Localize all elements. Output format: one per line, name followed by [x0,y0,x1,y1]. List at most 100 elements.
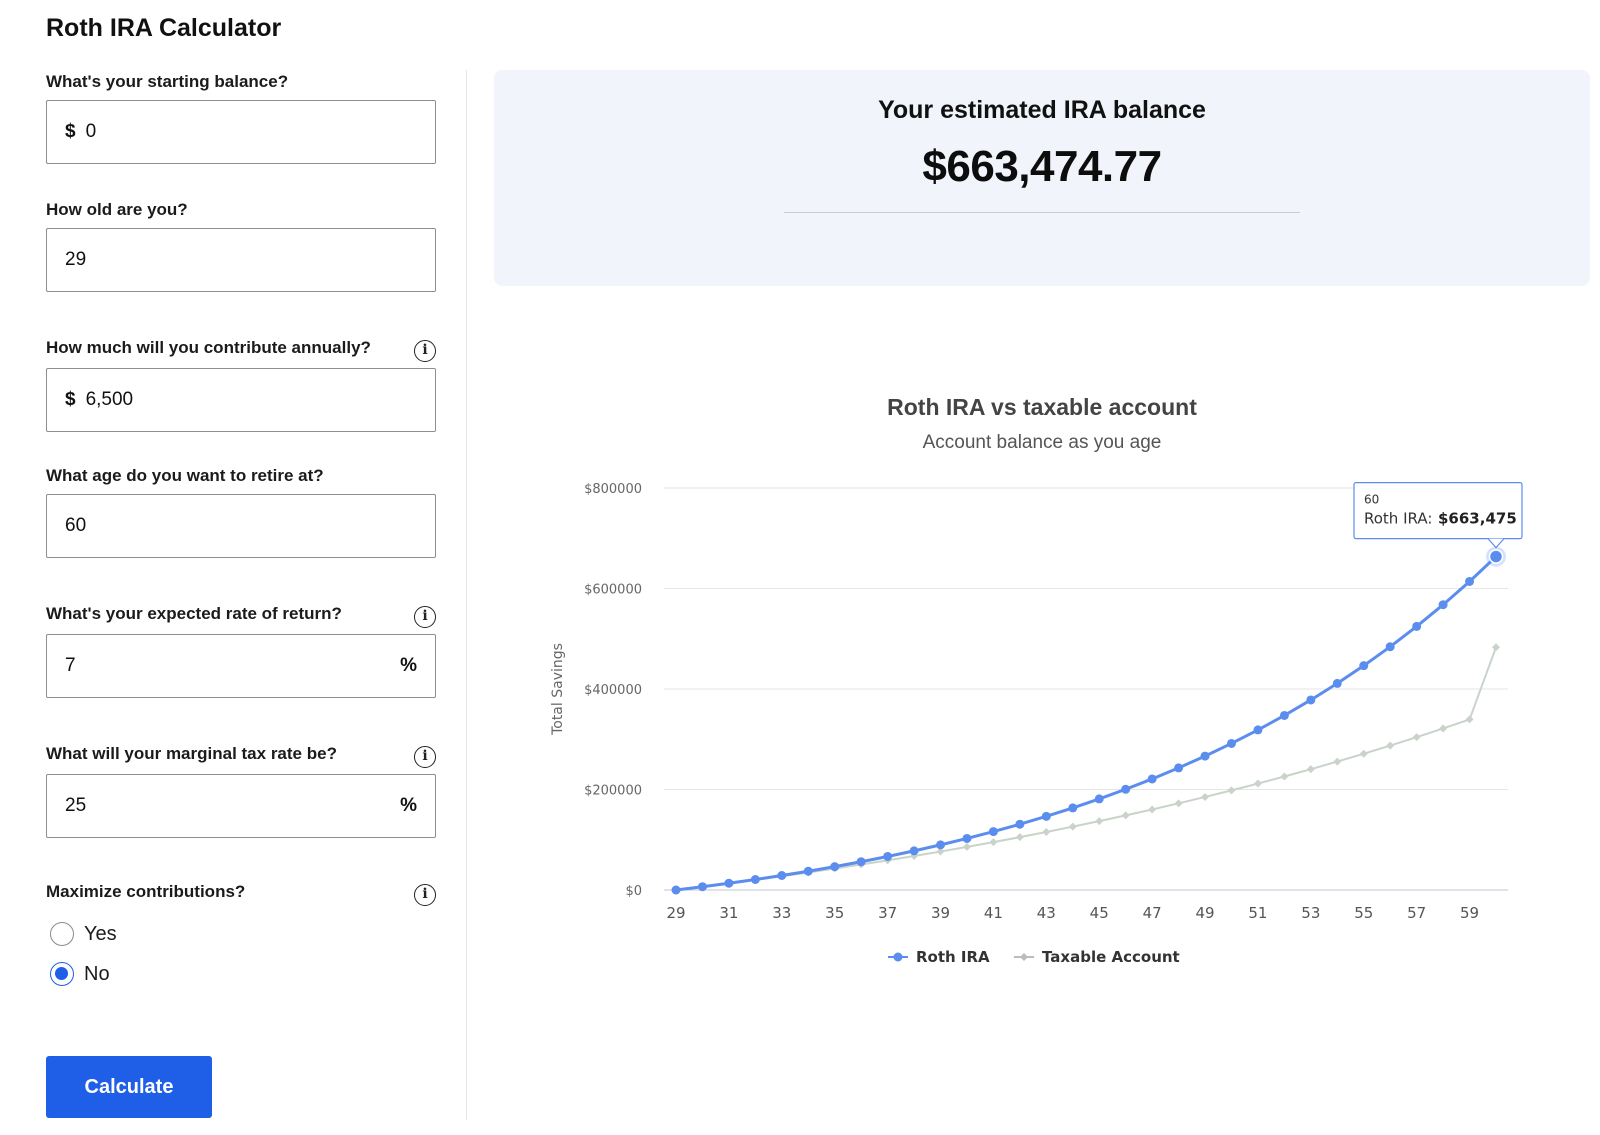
x-tick-label: 33 [772,904,791,922]
percent-suffix: % [400,655,417,676]
x-tick-label: 59 [1460,904,1479,922]
taxable-account-point [962,842,971,851]
annual-contribution-label: How much will you contribute annually? [46,338,371,357]
taxable-account-point [989,838,998,847]
roth-ira-point [724,878,734,888]
roth-ira-point [1385,642,1395,652]
tax-rate-input[interactable]: 25 % [46,774,436,838]
taxable-account-point [1095,817,1104,826]
legend-marker [893,952,903,962]
roth-ira-point [936,840,946,850]
y-tick-label: $400000 [584,683,642,698]
roth-ira-point [1438,600,1448,610]
roth-ira-point [856,857,866,867]
x-tick-label: 43 [1037,904,1056,922]
taxable-account-point [1015,833,1024,842]
roth-ira-point [1094,794,1104,804]
retire-age-input[interactable]: 60 [46,494,436,558]
tax-rate-label: What will your marginal tax rate be? [46,744,337,763]
radio-yes-label: Yes [84,922,117,945]
taxable-account-point [1386,741,1395,750]
x-tick-label: 53 [1301,904,1320,922]
currency-prefix: $ [65,389,76,410]
x-tick-label: 29 [666,904,685,922]
currency-prefix: $ [65,121,76,142]
radio-yes[interactable] [50,922,74,946]
x-tick-label: 41 [984,904,1003,922]
y-tick-label: $0 [625,884,642,899]
x-tick-label: 31 [719,904,738,922]
taxable-account-point [1227,786,1236,795]
retire-age-value: 60 [65,515,87,536]
roth-ira-point [830,862,840,872]
tooltip-pointer [1487,538,1505,549]
roth-ira-point [1174,763,1184,773]
info-icon[interactable]: i [414,746,436,768]
result-card: Your estimated IRA balance $663,474.77 [494,70,1590,286]
taxable-account-point [1412,733,1421,742]
percent-suffix: % [400,795,417,816]
roth-ira-point [1332,678,1342,688]
radio-no[interactable] [50,962,74,986]
roth-ira-point [750,874,760,884]
roth-ira-point [777,870,787,880]
roth-ira-point [1015,819,1025,829]
page-title: Roth IRA Calculator [46,14,282,42]
legend-item-roth-ira: Roth IRA [916,948,990,966]
taxable-account-line [675,646,1497,891]
age-value: 29 [65,249,87,270]
starting-balance-label: What's your starting balance? [46,72,289,91]
rate-of-return-value: 7 [65,655,76,676]
result-title: Your estimated IRA balance [878,96,1206,124]
annual-contribution-value: 6,500 [85,389,134,410]
roth-ira-point [988,827,998,837]
info-icon[interactable]: i [414,884,436,906]
taxable-account-point [1148,805,1157,814]
roth-ira-point [1226,738,1236,748]
roth-ira-point [1359,661,1369,671]
y-tick-label: $800000 [584,482,642,497]
calculate-button[interactable]: Calculate [46,1056,212,1118]
rate-of-return-label: What's your expected rate of return? [46,604,342,623]
line-chart[interactable]: $800000 $600000 $400000 $200000 $0 Total Savi… [494,380,1590,1000]
age-input[interactable]: 29 [46,228,436,292]
roth-ira-point [909,846,919,856]
chart-title: Roth IRA vs taxable account [887,394,1197,420]
starting-balance-input[interactable]: $ 0 [46,100,436,164]
info-icon[interactable]: i [414,340,436,362]
x-tick-label: 45 [1090,904,1109,922]
chart-subtitle: Account balance as you age [922,432,1162,453]
taxable-account-point [1359,749,1368,758]
maximize-yes-option[interactable]: Yes [50,922,117,946]
tooltip-value: $663,475 [1438,510,1517,528]
x-tick-label: 51 [1248,904,1267,922]
rate-of-return-input[interactable]: 7 % [46,634,436,698]
x-tick-label: 57 [1407,904,1426,922]
roth-ira-point [962,833,972,843]
taxable-account-point [1280,772,1289,781]
tooltip-x-label: 60 [1364,493,1379,507]
taxable-account-point [1333,757,1342,766]
taxable-account-point [1253,779,1262,788]
info-icon[interactable]: i [414,606,436,628]
age-label: How old are you? [46,200,188,219]
chart-container: Roth IRA vs taxable account Account bala… [494,380,1590,1000]
annual-contribution-input[interactable]: $ 6,500 [46,368,436,432]
x-tick-label: 35 [825,904,844,922]
radio-no-label: No [84,962,110,985]
retire-age-label: What age do you want to retire at? [46,466,324,485]
roth-ira-point [1068,803,1078,813]
roth-ira-point [1200,751,1210,761]
roth-ira-point [697,882,707,892]
maximize-no-option[interactable]: No [50,962,110,986]
x-tick-label: 49 [1195,904,1214,922]
legend-item-taxable-account: Taxable Account [1042,948,1180,966]
roth-ira-point [1412,621,1422,631]
taxable-account-point [1201,792,1210,801]
taxable-account-point [936,847,945,856]
roth-ira-point [1306,695,1316,705]
taxable-account-point [1042,827,1051,836]
y-tick-label: $200000 [584,784,642,799]
y-tick-label: $600000 [584,583,642,598]
taxable-account-point [1439,724,1448,733]
